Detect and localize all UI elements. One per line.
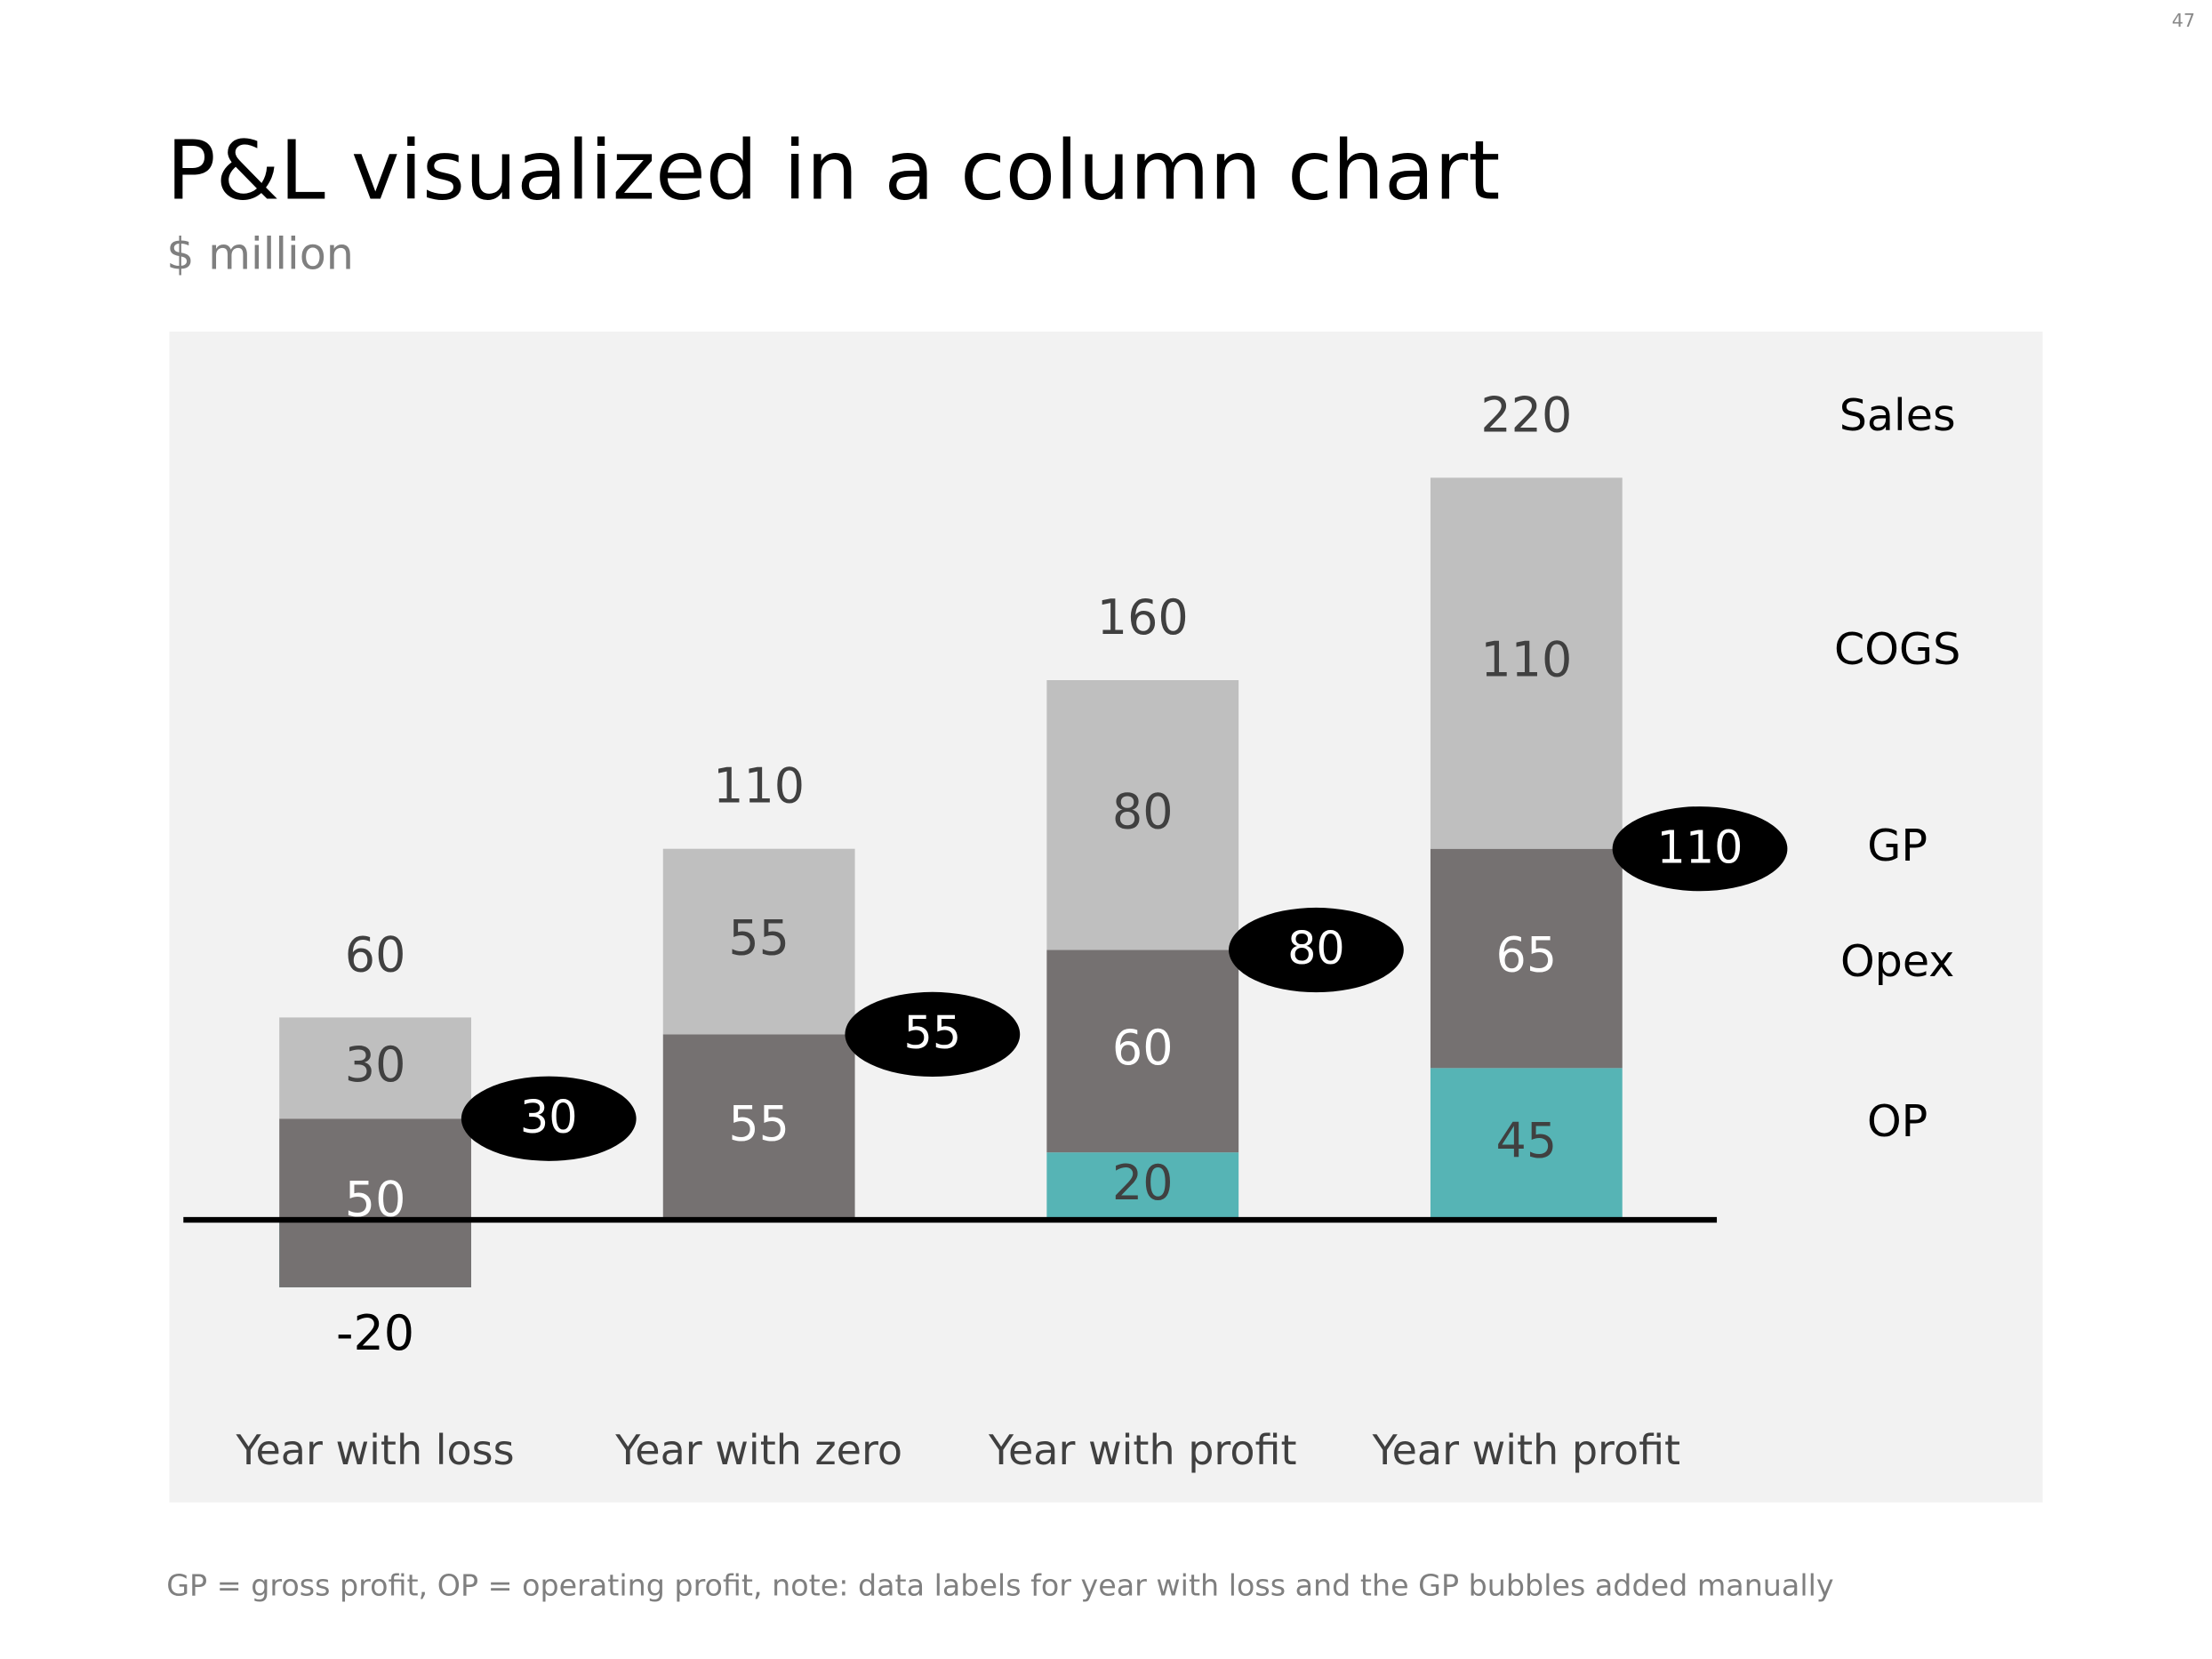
- legend-label: COGS: [1834, 623, 1960, 675]
- gp-label: 80: [1287, 922, 1345, 974]
- total-label: 60: [345, 926, 406, 982]
- data-label: 45: [1496, 1112, 1558, 1168]
- legend-label: Opex: [1840, 935, 1954, 987]
- data-label: 55: [728, 1095, 789, 1151]
- data-label: 60: [1112, 1020, 1174, 1076]
- x-tick-label: Year with loss: [236, 1426, 515, 1474]
- x-tick-label: Year with profit: [1372, 1426, 1680, 1474]
- bar-segment: [1046, 1152, 1239, 1221]
- total-label: 220: [1480, 387, 1572, 443]
- data-label: -20: [336, 1305, 414, 1361]
- gp-bubble: [845, 991, 1021, 1077]
- data-label: 65: [1496, 927, 1558, 983]
- legend-label: GP: [1867, 820, 1927, 871]
- gp-label: 30: [520, 1091, 578, 1143]
- footnote: GP = gross profit, OP = operating profit…: [166, 1568, 1833, 1603]
- data-label: 80: [1112, 783, 1174, 839]
- chart-title: P&L visualized in a column chart: [166, 124, 1500, 219]
- legend-label: OP: [1867, 1095, 1927, 1147]
- data-label: 110: [1480, 632, 1572, 688]
- total-label: 160: [1097, 589, 1189, 645]
- total-label: 110: [713, 758, 805, 814]
- bar-segment: [1046, 950, 1239, 1153]
- gp-bubble: [1229, 907, 1404, 993]
- bar-segment: [1430, 848, 1623, 1069]
- gp-label: 55: [904, 1006, 962, 1059]
- legend-label: Sales: [1839, 389, 1956, 441]
- data-label: 30: [345, 1037, 406, 1093]
- bar-segment: [279, 1017, 471, 1119]
- data-label: 20: [1112, 1155, 1174, 1211]
- gp-bubble: [461, 1076, 637, 1161]
- x-tick-label: Year with zero: [614, 1426, 902, 1474]
- x-tick-label: Year with profit: [988, 1426, 1296, 1474]
- bar-segment: [1046, 679, 1239, 950]
- gp-bubble: [1612, 806, 1788, 892]
- page-number: 47: [2172, 10, 2195, 31]
- bar-segment: [1430, 477, 1623, 849]
- gp-label: 110: [1657, 821, 1743, 873]
- bar-segment: [1430, 1068, 1623, 1221]
- bar-segment: [279, 1118, 471, 1287]
- bar-segment: [662, 1034, 855, 1221]
- data-label: 55: [728, 910, 789, 966]
- plot: -202045505560653055801106011016022030558…: [183, 387, 1960, 1474]
- chart-subtitle: $ million: [166, 228, 354, 279]
- bar-segment: [662, 848, 855, 1035]
